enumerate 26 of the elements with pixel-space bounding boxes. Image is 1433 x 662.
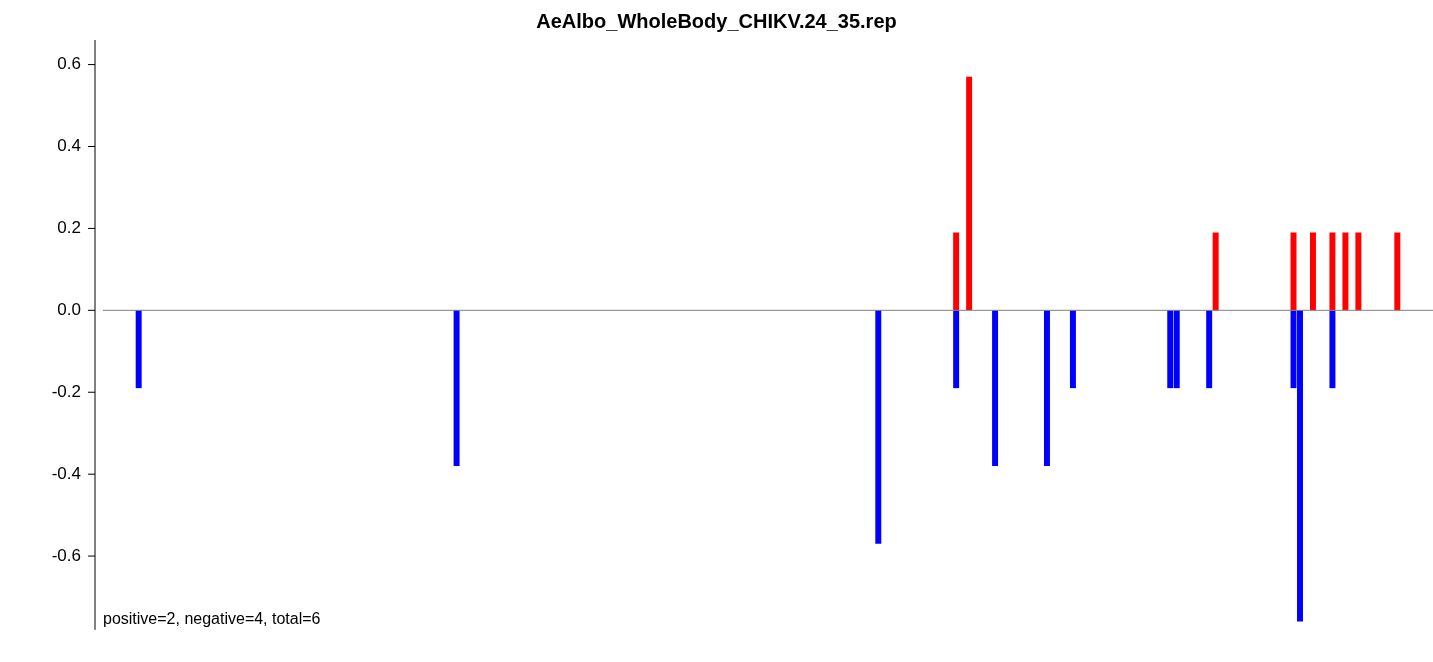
y-tick-label: -0.2 [51,381,81,401]
bar [1329,232,1336,311]
bar [1043,310,1050,466]
bar [135,310,142,389]
y-tick-label: -0.4 [51,463,81,483]
bar [953,310,960,389]
chart-title: AeAlbo_WholeBody_CHIKV.24_35.rep [536,9,897,32]
bar [1309,232,1316,311]
bar [1069,310,1076,389]
bar [875,310,882,544]
bar [1394,232,1401,311]
bar [1342,232,1349,311]
bar [1206,310,1213,389]
bar [1355,232,1362,311]
y-tick-label: 0.6 [57,54,81,74]
y-tick-label: 0.2 [57,218,81,238]
y-tick-label: 0.4 [57,136,81,156]
bar [992,310,999,466]
bar [953,232,960,311]
bar [453,310,460,466]
bar [966,76,973,311]
bar [1212,232,1219,311]
annotation: positive=2, negative=4, total=6 [103,610,321,628]
bar [1329,310,1336,389]
y-tick-label: 0.0 [57,300,81,320]
y-tick-label: -0.6 [51,545,81,565]
